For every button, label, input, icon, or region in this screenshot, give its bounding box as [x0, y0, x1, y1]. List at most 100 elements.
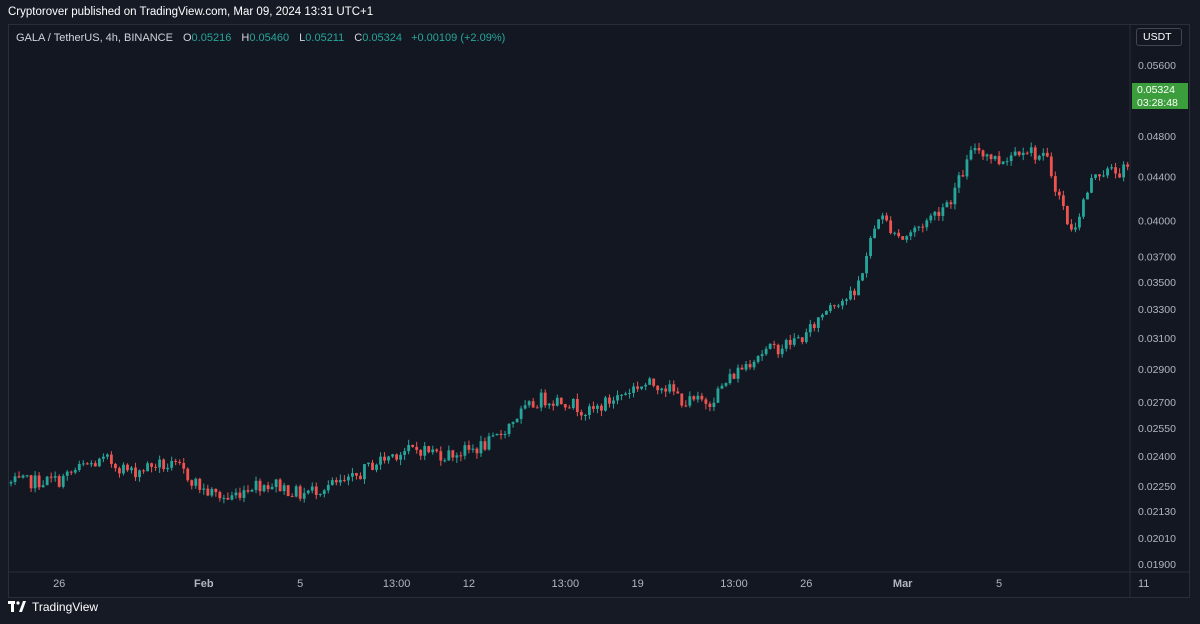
- candle-body: [1045, 152, 1049, 157]
- candle-body: [985, 154, 989, 157]
- y-tick-label: 0.03500: [1138, 277, 1176, 289]
- candle-body: [776, 344, 780, 355]
- candle-body: [61, 475, 65, 487]
- candle-body: [977, 148, 981, 151]
- candle-body: [539, 392, 543, 408]
- candle-body: [816, 317, 820, 328]
- candle-body: [134, 467, 137, 478]
- candle-body: [110, 454, 113, 464]
- candle-body: [439, 451, 443, 461]
- candle-body: [893, 232, 897, 234]
- candle-body: [342, 479, 346, 481]
- candle-body: [495, 433, 499, 436]
- candle-body: [1041, 152, 1045, 156]
- candle-body: [1021, 152, 1025, 156]
- candle-body: [780, 348, 784, 355]
- x-tick-label: 19: [631, 578, 643, 590]
- candle-body: [511, 422, 515, 424]
- candle-body: [507, 423, 511, 435]
- candle-body: [1057, 191, 1061, 196]
- candle-body: [483, 441, 487, 450]
- candle-body: [302, 493, 306, 499]
- candle-body: [728, 373, 732, 384]
- candle-body: [278, 479, 282, 492]
- candle-body: [644, 384, 648, 387]
- candle-body: [937, 211, 941, 216]
- candle-body: [85, 463, 89, 465]
- y-tick-label: 0.02700: [1138, 397, 1176, 409]
- publisher-line: Cryptorover published on TradingView.com…: [8, 6, 374, 18]
- chart-frame[interactable]: [8, 24, 1190, 598]
- candle-body: [363, 464, 366, 480]
- candle-body: [547, 403, 551, 406]
- candle-body: [636, 386, 640, 389]
- x-tick-label: 26: [800, 578, 812, 590]
- candle-body: [274, 479, 278, 488]
- candle-body: [73, 470, 77, 473]
- candle-body: [1074, 227, 1077, 230]
- footer-brand: TradingView: [32, 600, 99, 614]
- candle-body: [93, 463, 97, 467]
- x-tick-label: 13:00: [720, 578, 748, 590]
- candle-body: [841, 300, 844, 306]
- candle-body: [403, 451, 407, 455]
- candle-body: [648, 378, 652, 385]
- x-tick-label: 12: [463, 578, 475, 590]
- candle-body: [463, 445, 467, 456]
- candle-body: [889, 220, 893, 234]
- candle-body: [371, 462, 374, 470]
- candle-body: [53, 476, 57, 478]
- candle-body: [310, 486, 314, 491]
- tradingview-footer[interactable]: TradingView: [8, 600, 98, 614]
- y-tick-label: 0.04000: [1138, 215, 1176, 227]
- candle-body: [905, 236, 909, 240]
- candle-body: [700, 395, 704, 400]
- low-key: L: [299, 32, 306, 44]
- candle-body: [535, 407, 539, 409]
- candle-body: [933, 211, 937, 216]
- candle-body: [668, 384, 672, 392]
- candle-body: [684, 405, 688, 407]
- candle-body: [114, 463, 117, 469]
- candle-body: [1029, 147, 1033, 153]
- y-tick-label: 0.01900: [1138, 559, 1176, 571]
- y-tick-label: 0.03300: [1138, 304, 1176, 316]
- candle-body: [519, 408, 523, 419]
- currency-selector-button[interactable]: USDT: [1136, 28, 1182, 46]
- candle-body: [592, 406, 595, 409]
- candle-body: [1001, 161, 1005, 165]
- candle-body: [965, 159, 969, 177]
- candle-body: [254, 480, 258, 491]
- candle-body: [837, 305, 840, 307]
- y-tick-label: 0.02550: [1138, 423, 1176, 435]
- candle-body: [1114, 167, 1117, 174]
- candle-body: [467, 445, 471, 450]
- x-tick-label: 13:00: [383, 578, 411, 590]
- candle-body: [949, 202, 953, 205]
- candle-body: [150, 463, 153, 467]
- candle-body: [475, 448, 479, 454]
- candle-body: [101, 456, 105, 459]
- candle-body: [178, 461, 182, 463]
- candle-body: [604, 397, 607, 411]
- candle-body: [322, 490, 326, 494]
- candle-body: [656, 385, 660, 391]
- candle-body: [587, 406, 591, 416]
- y-tick-label: 0.02250: [1138, 481, 1176, 493]
- candle-body: [282, 485, 286, 492]
- candle-body: [238, 492, 242, 498]
- candle-body: [957, 175, 961, 188]
- candle-body: [419, 450, 423, 456]
- candle-body: [182, 462, 186, 469]
- candle-body: [69, 471, 73, 473]
- candle-body: [616, 395, 619, 401]
- candle-body: [929, 215, 933, 221]
- candle-body: [431, 449, 435, 453]
- close-key: C: [354, 32, 363, 44]
- candle-body: [575, 399, 579, 413]
- candle-body: [318, 493, 322, 495]
- candle-body: [77, 464, 81, 471]
- candle-body: [170, 460, 174, 468]
- y-tick-label: 0.02900: [1138, 364, 1176, 376]
